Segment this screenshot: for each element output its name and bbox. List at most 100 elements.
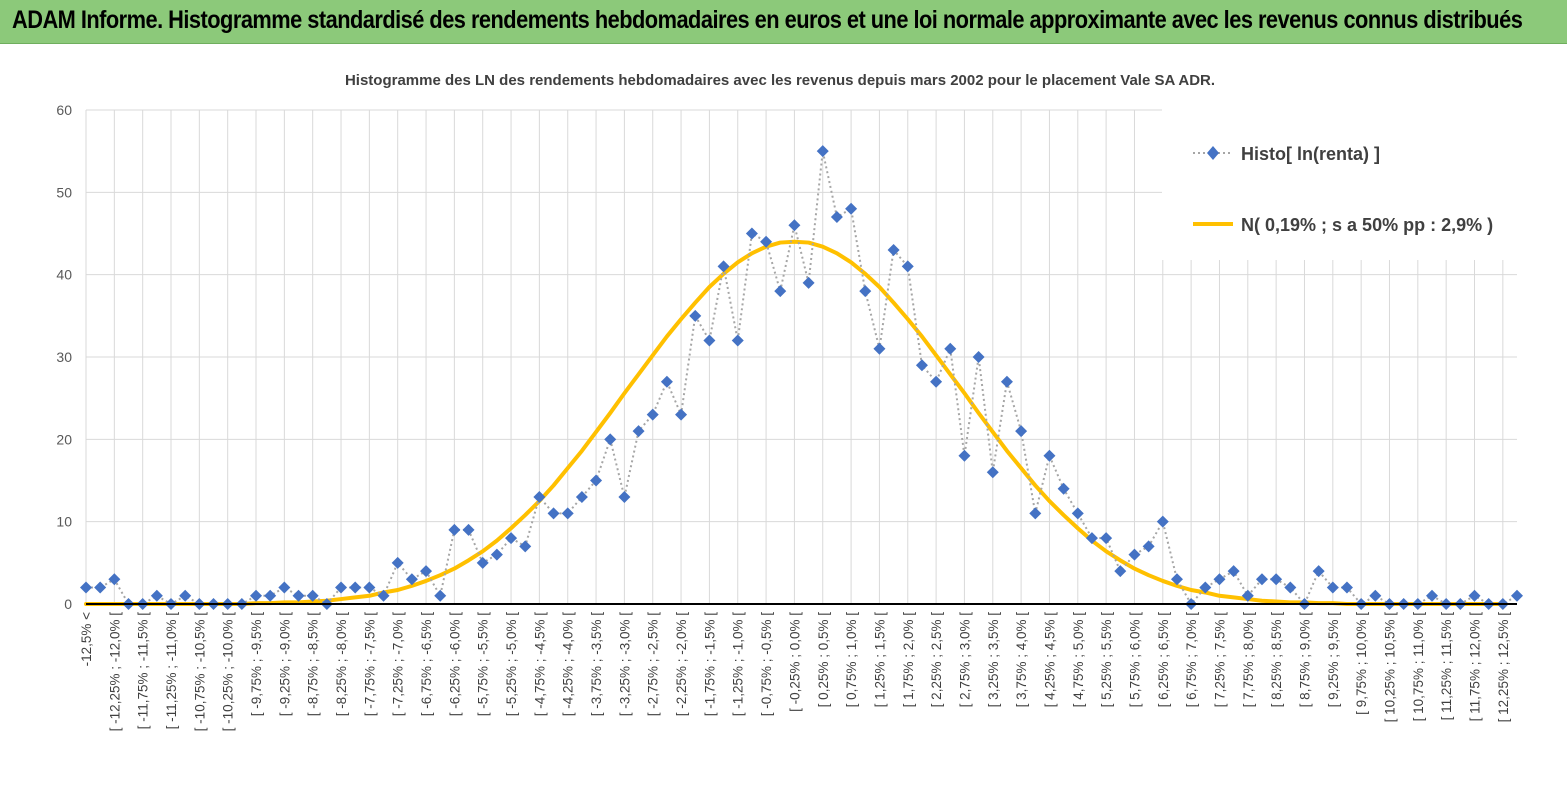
chart-title: Histogramme des LN des rendements hebdom… (345, 72, 1215, 89)
histogram-point (420, 565, 433, 578)
x-tick-label: [ -9,25% ; -9,0% [ (277, 612, 292, 717)
histogram-point (1156, 515, 1169, 528)
histogram-point (1199, 581, 1212, 594)
x-tick-label: [ 5,75% ; 6,0% [ (1127, 612, 1142, 708)
histogram-point (462, 523, 475, 536)
x-tick-label: [ -4,75% ; -4,5% [ (532, 612, 547, 717)
histogram-point (94, 581, 107, 594)
histogram-point (646, 408, 659, 421)
histogram-point (519, 540, 532, 553)
x-tick-label: [ 0,25% ; 0,5% [ (816, 612, 831, 708)
x-tick-label: [ -6,25% ; -6,0% [ (447, 612, 462, 717)
histogram-point (150, 589, 163, 602)
histogram-point (306, 589, 319, 602)
histogram-point (264, 589, 277, 602)
x-tick-label: [ 7,75% ; 8,0% [ (1241, 612, 1256, 708)
chart-frame: Histogramme des LN des rendements hebdom… (0, 44, 1567, 790)
normal-curve-line (84, 239, 1505, 606)
histogram-point (788, 219, 801, 232)
histogram-point (986, 466, 999, 479)
x-tick-label: [ 12,25% ; 12,5% [ (1496, 612, 1511, 723)
histogram-point (1114, 565, 1127, 578)
x-tick-label: [ -5,75% ; -5,5% [ (476, 612, 491, 717)
histogram-point (391, 556, 404, 569)
histogram-point (405, 573, 418, 586)
histogram-point (179, 589, 192, 602)
x-tick-label: [ -1,25% ; -1,0% [ (731, 612, 746, 717)
legend-label-histogram: Histo[ ln(renta) ] (1241, 144, 1380, 164)
y-tick-label: 40 (56, 267, 72, 283)
x-tick-label: [ -3,75% ; -3,5% [ (589, 612, 604, 717)
x-tick-label: [ 4,25% ; 4,5% [ (1042, 612, 1057, 708)
histogram-point (1468, 589, 1481, 602)
histogram-point (604, 433, 617, 446)
histogram-point (533, 490, 546, 503)
histogram-point (80, 581, 92, 594)
x-tick-label: [ 11,25% ; 11,5% [ (1439, 612, 1454, 721)
histogram-point (675, 408, 688, 421)
y-tick-label: 30 (56, 349, 72, 365)
histogram-point (745, 227, 758, 240)
x-tick-label: [ -12,25% ; -12,0% [ (107, 612, 122, 732)
x-tick-label: [ 8,25% ; 8,5% [ (1269, 612, 1284, 708)
histogram-point (1284, 581, 1297, 594)
histogram-point (1227, 565, 1240, 578)
histogram-point (1142, 540, 1155, 553)
histogram-point (660, 375, 673, 388)
x-tick-label: [ 10,75% ; 11,0% [ (1411, 612, 1426, 722)
histogram-point (1100, 532, 1113, 545)
histogram-point (703, 334, 716, 347)
x-tick-label: [ 11,75% ; 12,0% [ (1467, 612, 1482, 722)
x-tick-label: [ 3,75% ; 4,0% [ (1014, 612, 1029, 708)
histogram-point (349, 581, 362, 594)
x-tick-label: [ -10,75% ; -10,5% [ (192, 612, 207, 732)
normal-curve-layer (84, 239, 1505, 606)
histogram-point (1369, 589, 1382, 602)
x-tick-label: [ -8,25% ; -8,0% [ (334, 612, 349, 717)
x-axis-tick-labels: -12,5% < [ -12,25% ; -12,0% [[ -11,75% ; … (79, 612, 1511, 732)
y-axis-ticks: 0 10 20 30 40 50 60 (56, 102, 72, 612)
x-tick-label: [ 9,25% ; 9,5% [ (1326, 612, 1341, 708)
histogram-point (873, 342, 886, 355)
histogram-point (561, 507, 574, 520)
y-tick-label: 50 (56, 184, 72, 200)
legend-histogram-marker (1207, 146, 1219, 160)
histogram-point (845, 202, 858, 215)
x-tick-label: -12,5% < (79, 612, 94, 667)
y-tick-label: 20 (56, 431, 72, 447)
histogram-point (859, 285, 872, 298)
x-tick-label: [ 10,25% ; 10,5% [ (1382, 612, 1397, 723)
histogram-point (575, 490, 588, 503)
histogram-point (1000, 375, 1013, 388)
x-tick-label: [ 2,25% ; 2,5% [ (929, 612, 944, 708)
y-tick-label: 60 (56, 102, 72, 118)
histogram-point (1312, 565, 1325, 578)
y-tick-label: 0 (64, 596, 72, 612)
histogram-point (292, 589, 305, 602)
histogram-point (930, 375, 943, 388)
histogram-point (1057, 482, 1070, 495)
legend: Histo[ ln(renta) ] N( 0,19% ; s a 50% pp… (1193, 144, 1493, 235)
histogram-chart: Histogramme des LN des rendements hebdom… (0, 44, 1567, 790)
histogram-point (717, 260, 730, 273)
histogram-point (363, 581, 376, 594)
histogram-point (689, 309, 702, 322)
histogram-point (1511, 589, 1523, 602)
histogram-point (547, 507, 560, 520)
histogram-point (1071, 507, 1084, 520)
x-tick-label: [ 0,75% ; 1,0% [ (844, 612, 859, 708)
x-tick-label: [ -5,25% ; -5,0% [ (504, 612, 519, 717)
histogram-point (1425, 589, 1438, 602)
x-tick-label: [ -1,75% ; -1,5% [ (702, 612, 717, 717)
x-tick-label: [ -0,25% ; 0,0% [ (787, 612, 802, 712)
y-tick-label: 10 (56, 514, 72, 530)
histogram-point (490, 548, 503, 561)
histogram-point (505, 532, 518, 545)
x-tick-label: [ 2,75% ; 3,0% [ (957, 612, 972, 708)
histogram-point (1255, 573, 1268, 586)
histogram-point (760, 235, 773, 248)
histogram-point (632, 425, 645, 438)
x-tick-label: [ -8,75% ; -8,5% [ (306, 612, 321, 717)
x-tick-label: [ 8,75% ; 9,0% [ (1297, 612, 1312, 708)
x-tick-label: [ -3,25% ; -3,0% [ (617, 612, 632, 717)
